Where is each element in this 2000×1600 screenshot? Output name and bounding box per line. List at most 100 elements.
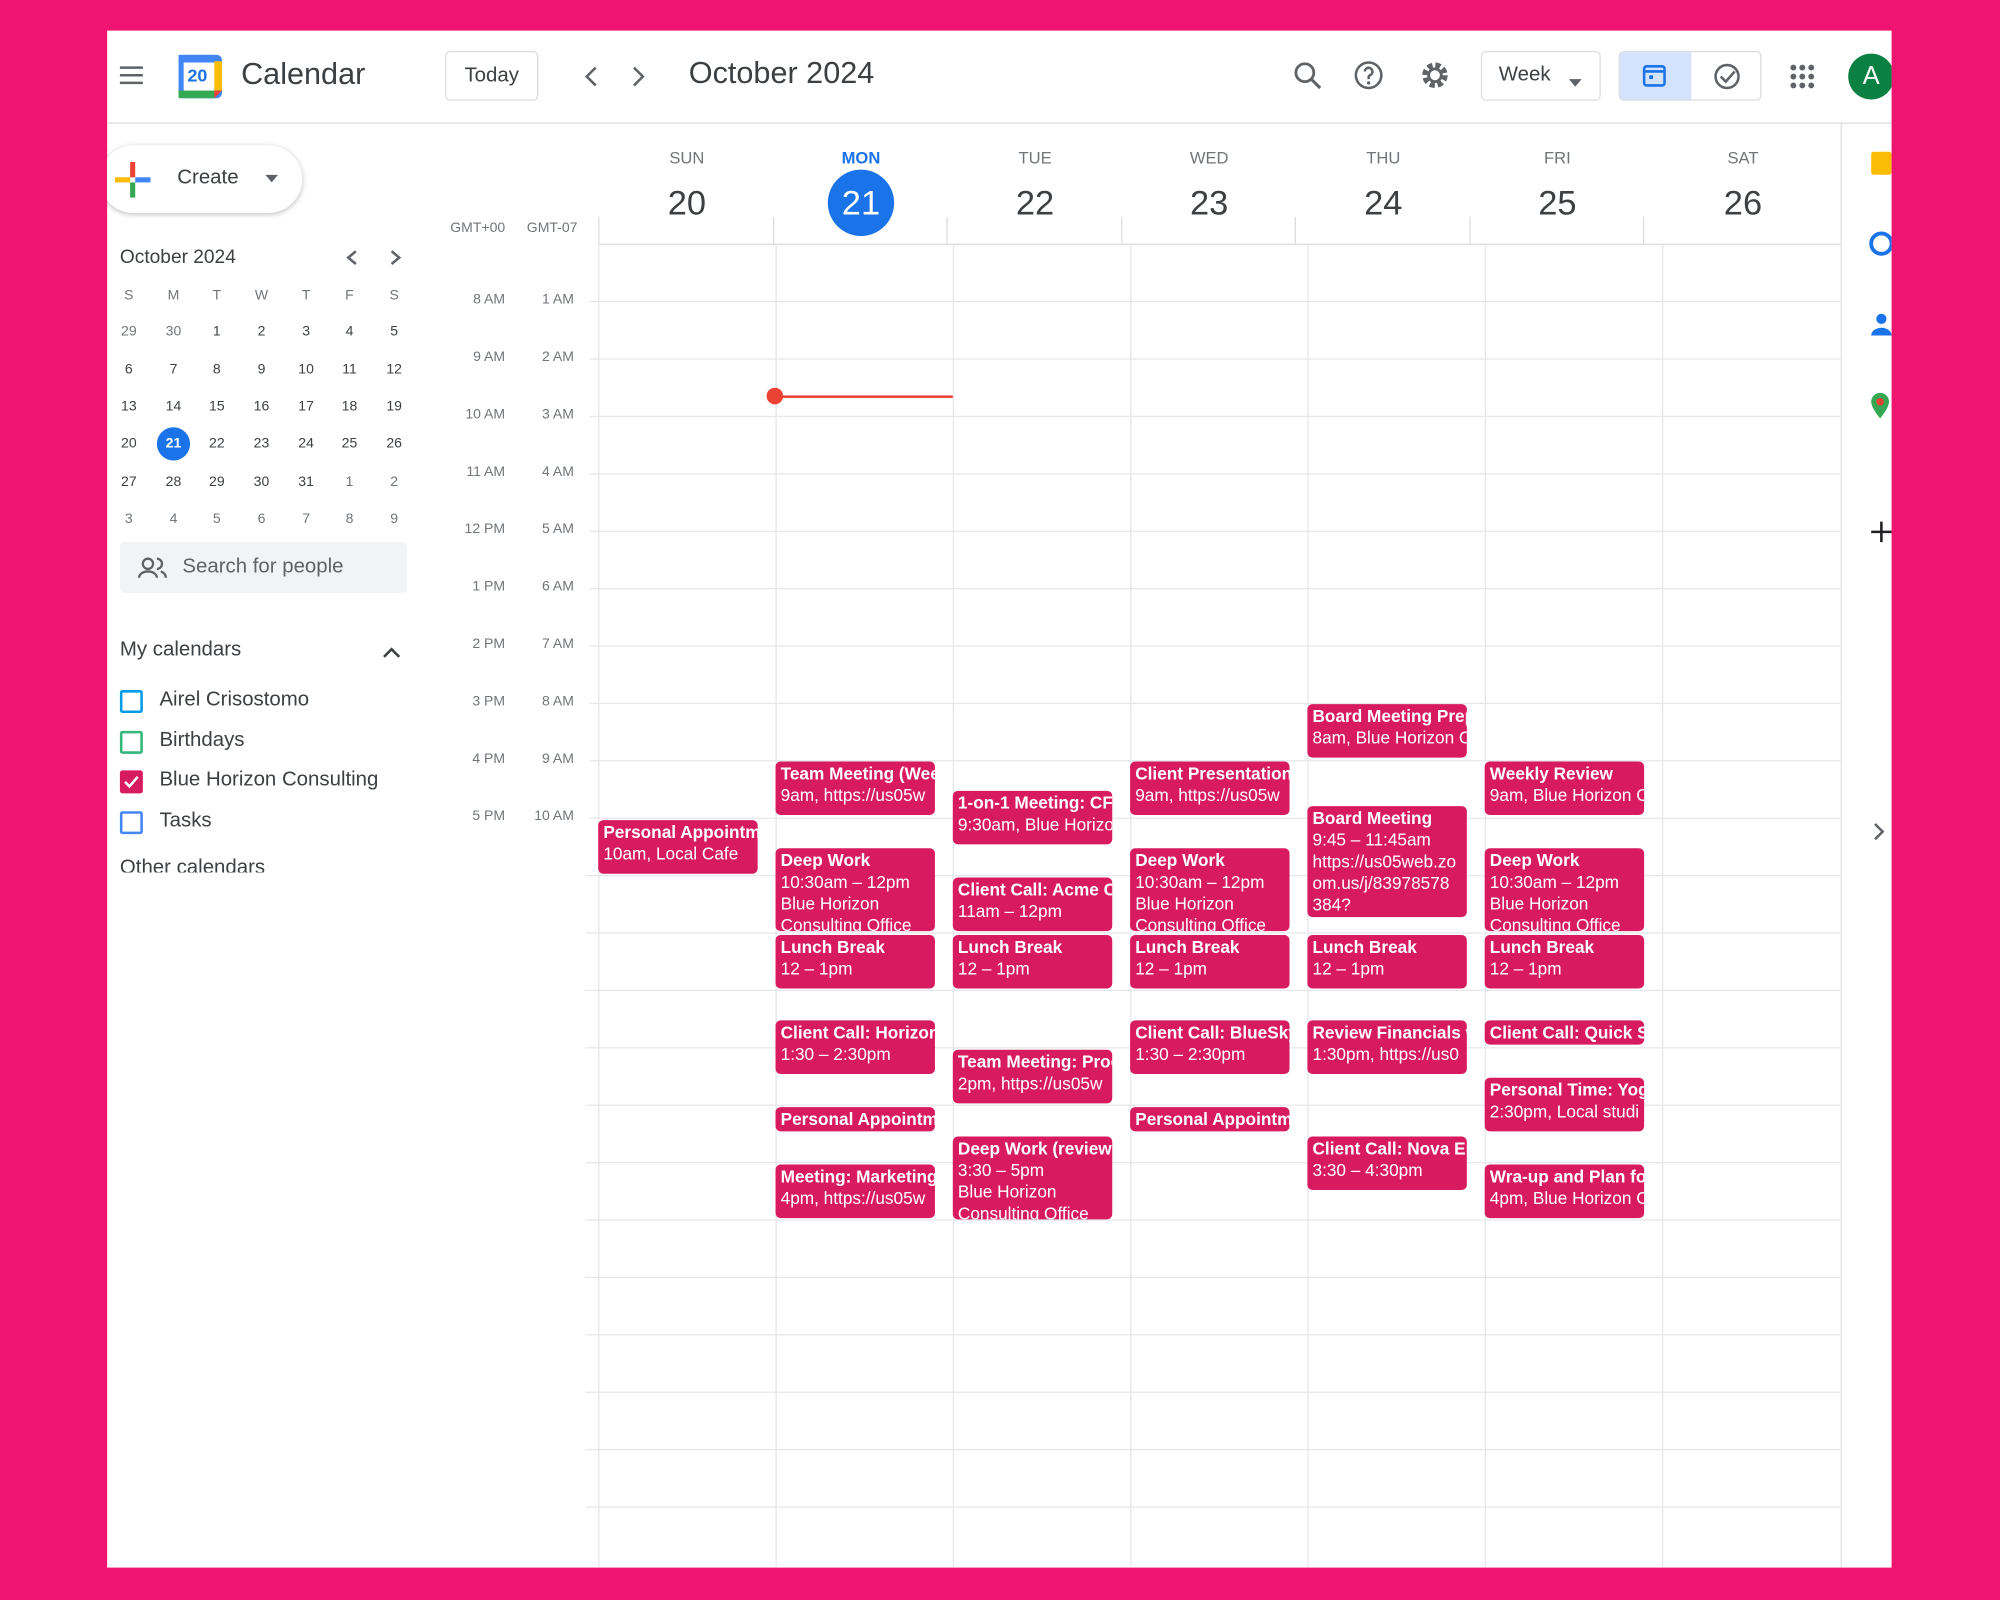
- mini-day[interactable]: 22: [209, 436, 225, 452]
- view-dropdown[interactable]: Week: [1480, 51, 1601, 101]
- next-week[interactable]: [626, 64, 649, 90]
- mini-day[interactable]: 1: [212, 323, 221, 340]
- mini-day[interactable]: 19: [386, 399, 402, 415]
- event[interactable]: Client Call: Nova En 3:30 – 4:30pm: [1307, 1136, 1467, 1191]
- mini-day[interactable]: 8: [345, 511, 354, 527]
- mini-day[interactable]: 29: [209, 474, 225, 490]
- event[interactable]: Client Call: Acme C 11am – 12pm: [952, 877, 1113, 932]
- day-number[interactable]: 26: [1723, 183, 1763, 222]
- mini-day[interactable]: 27: [121, 474, 137, 490]
- mini-day[interactable]: 10: [298, 362, 314, 378]
- mini-day[interactable]: 6: [124, 362, 133, 378]
- event[interactable]: Deep Work 10:30am – 12pm Blue Horizon Consu…: [1484, 848, 1645, 932]
- calendar-checkbox[interactable]: [119, 810, 145, 836]
- mini-day[interactable]: 30: [165, 323, 182, 340]
- menu-button[interactable]: [117, 61, 145, 89]
- calendar-checkbox[interactable]: [119, 769, 145, 795]
- mini-day[interactable]: 30: [253, 474, 270, 490]
- mini-prev[interactable]: [344, 249, 359, 267]
- contacts-icon[interactable]: [1869, 311, 1892, 337]
- mini-day[interactable]: 18: [341, 399, 358, 415]
- mini-day[interactable]: 25: [341, 436, 358, 452]
- view-toggle[interactable]: [1618, 51, 1762, 101]
- mini-day[interactable]: 9: [390, 511, 399, 527]
- mini-day[interactable]: 20: [121, 436, 137, 452]
- day-number-current[interactable]: 21: [827, 169, 895, 236]
- event[interactable]: Team Meeting: Proc 2pm, https://us05w: [952, 1049, 1113, 1104]
- event[interactable]: Client Call: Horizon 1:30 – 2:30pm: [775, 1020, 935, 1074]
- mini-day[interactable]: 15: [209, 399, 225, 415]
- settings-button[interactable]: [1420, 60, 1451, 91]
- tasks-icon[interactable]: [1869, 231, 1892, 257]
- event[interactable]: Deep Work (review 3:30 – 5pm Blue Horizon C…: [952, 1136, 1113, 1220]
- event[interactable]: Board Meeting Prep 8am, Blue Horizon C: [1307, 704, 1467, 758]
- mini-day[interactable]: 23: [253, 436, 270, 452]
- collapse-my-calendars[interactable]: [381, 643, 401, 658]
- search-button[interactable]: [1292, 60, 1323, 91]
- calendar-checkbox[interactable]: [119, 730, 145, 756]
- mini-day[interactable]: 11: [342, 362, 357, 378]
- event[interactable]: Deep Work 10:30am – 12pm Blue Horizon Consu…: [775, 848, 935, 932]
- avatar[interactable]: A: [1848, 53, 1892, 100]
- apps-button[interactable]: [1790, 64, 1816, 90]
- mini-day[interactable]: 7: [169, 362, 178, 378]
- mini-day[interactable]: 5: [390, 323, 399, 340]
- mini-day[interactable]: 4: [345, 323, 354, 340]
- event[interactable]: Lunch Break 12 – 1pm: [1130, 934, 1290, 989]
- day-number[interactable]: 20: [667, 183, 707, 222]
- mini-day[interactable]: 1: [345, 474, 354, 490]
- mini-day[interactable]: 26: [386, 436, 402, 452]
- event[interactable]: Weekly Review 9am, Blue Horizon C: [1484, 761, 1645, 816]
- mini-day[interactable]: 8: [212, 362, 221, 378]
- search-people[interactable]: Search for people: [119, 542, 407, 594]
- prev-week[interactable]: [580, 64, 603, 90]
- mini-day[interactable]: 4: [169, 511, 178, 527]
- add-addon[interactable]: [1869, 519, 1892, 545]
- help-button[interactable]: [1353, 60, 1384, 91]
- event[interactable]: Personal Appointme 10am, Local Cafe: [598, 820, 758, 874]
- mini-next[interactable]: [388, 249, 403, 267]
- event[interactable]: Client Call: BlueSky 1:30 – 2:30pm: [1130, 1020, 1290, 1074]
- mini-day[interactable]: 16: [253, 399, 270, 415]
- calendar-view-icon[interactable]: [1642, 62, 1668, 88]
- mini-day[interactable]: 12: [386, 362, 402, 378]
- mini-day[interactable]: 2: [257, 323, 266, 340]
- event[interactable]: Personal Appointme: [775, 1107, 935, 1132]
- mini-day[interactable]: 24: [298, 436, 314, 452]
- event[interactable]: Review Financials w 1:30pm, https://us0: [1307, 1020, 1467, 1074]
- expand-panel[interactable]: [1871, 820, 1889, 843]
- day-number[interactable]: 23: [1190, 183, 1229, 222]
- day-number[interactable]: 22: [1015, 183, 1055, 222]
- day-number[interactable]: 24: [1364, 183, 1403, 222]
- event[interactable]: Lunch Break 12 – 1pm: [952, 934, 1113, 989]
- event[interactable]: Personal Appointme: [1130, 1107, 1290, 1132]
- mini-day[interactable]: 29: [121, 323, 137, 340]
- tasks-view-icon[interactable]: [1713, 62, 1741, 90]
- mini-day[interactable]: 9: [257, 362, 266, 378]
- today-button[interactable]: Today: [445, 51, 539, 101]
- calendar-checkbox[interactable]: [119, 689, 145, 715]
- event[interactable]: Board Meeting 9:45 – 11:45am https://us05w…: [1307, 806, 1467, 918]
- mini-day[interactable]: 17: [298, 399, 314, 415]
- day-number[interactable]: 25: [1538, 183, 1577, 222]
- mini-day-selected[interactable]: 21: [156, 427, 191, 461]
- event[interactable]: Client Call: Quick Sy: [1484, 1020, 1645, 1045]
- keep-icon[interactable]: [1869, 151, 1892, 177]
- event[interactable]: Lunch Break 12 – 1pm: [1484, 934, 1645, 989]
- mini-day[interactable]: 3: [124, 511, 133, 527]
- event[interactable]: Client Presentation: 9am, https://us05w: [1130, 761, 1290, 816]
- mini-day[interactable]: 3: [302, 323, 311, 340]
- event[interactable]: Deep Work 10:30am – 12pm Blue Horizon Consu…: [1130, 848, 1290, 932]
- event[interactable]: Lunch Break 12 – 1pm: [775, 934, 935, 989]
- mini-day[interactable]: 28: [165, 474, 182, 490]
- create-button[interactable]: Create: [107, 145, 303, 214]
- mini-day[interactable]: 6: [257, 511, 266, 527]
- event[interactable]: 1-on-1 Meeting: CF 9:30am, Blue Horizo: [952, 790, 1113, 845]
- event[interactable]: Wra-up and Plan for 4pm, Blue Horizon C: [1484, 1164, 1645, 1219]
- mini-day[interactable]: 13: [121, 399, 137, 415]
- mini-day[interactable]: 5: [212, 511, 221, 527]
- event[interactable]: Personal Time: Yog 2:30pm, Local studi: [1484, 1077, 1645, 1132]
- event[interactable]: Meeting: Marketing 4pm, https://us05w: [775, 1164, 935, 1219]
- mini-day[interactable]: 14: [165, 399, 182, 415]
- mini-day[interactable]: 31: [298, 474, 314, 490]
